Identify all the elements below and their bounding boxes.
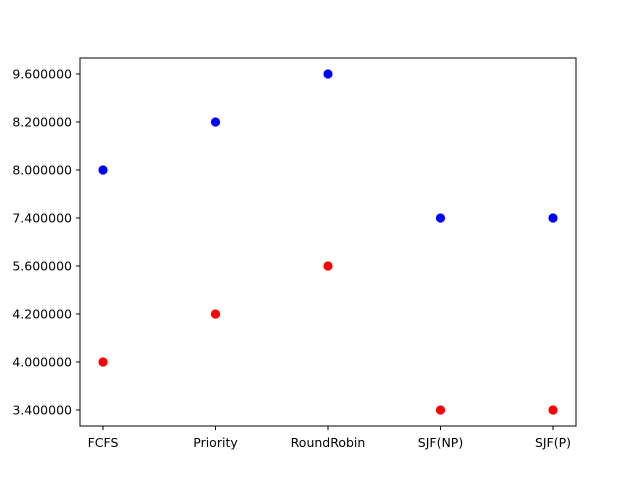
y-tick-label: 3.400000 — [12, 403, 72, 418]
data-point — [548, 213, 558, 223]
x-axis: FCFS Priority RoundRobin SJF(NP) SJF(P) — [88, 426, 571, 450]
x-tick-label: FCFS — [88, 435, 119, 450]
data-point — [435, 213, 446, 223]
y-tick-label: 7.400000 — [12, 211, 72, 226]
y-tick-label: 8.200000 — [12, 115, 72, 130]
data-point — [210, 117, 221, 127]
x-tick-label: SJF(P) — [535, 435, 571, 450]
data-point — [210, 309, 221, 319]
data-point — [98, 357, 108, 367]
data-point — [435, 405, 446, 415]
data-points — [98, 69, 558, 415]
y-axis: 3.400000 4.000000 4.200000 5.600000 7.400000… — [12, 67, 80, 418]
y-tick-label: 8.000000 — [12, 163, 72, 178]
y-tick-label: 9.600000 — [12, 67, 72, 82]
data-point — [323, 69, 333, 79]
data-point — [323, 261, 333, 271]
data-point — [98, 165, 108, 175]
plot-area — [79, 57, 577, 427]
y-tick-label: 4.000000 — [12, 355, 72, 370]
x-tick-label: Priority — [193, 435, 238, 450]
y-tick-label: 5.600000 — [12, 259, 72, 274]
data-point — [548, 405, 558, 415]
x-tick-label: RoundRobin — [291, 435, 366, 450]
y-tick-label: 4.200000 — [12, 307, 72, 322]
x-tick-label: SJF(NP) — [418, 435, 463, 450]
